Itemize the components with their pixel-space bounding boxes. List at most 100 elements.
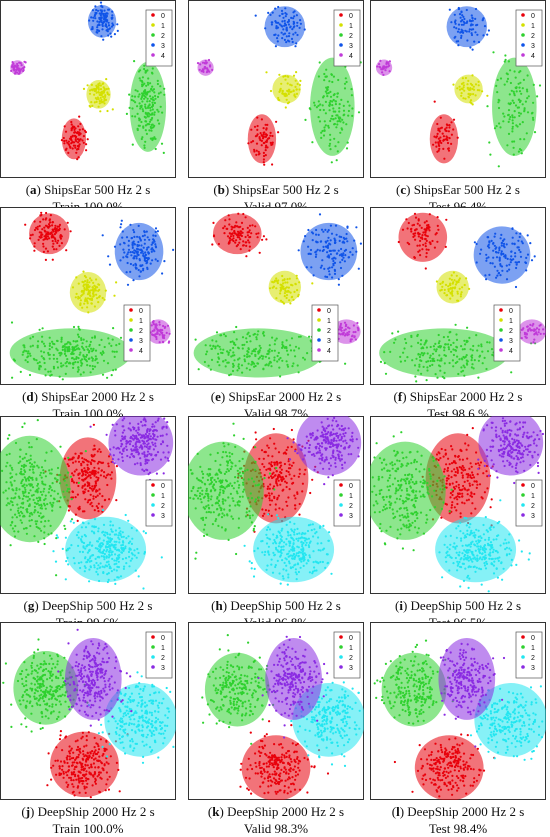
data-point <box>286 27 288 29</box>
data-point <box>265 451 267 453</box>
data-point <box>207 495 209 497</box>
data-point <box>42 218 44 220</box>
data-point <box>249 369 251 371</box>
data-point <box>277 6 279 8</box>
data-point <box>476 349 478 351</box>
data-point <box>427 360 429 362</box>
data-point <box>60 362 62 364</box>
data-point <box>140 121 142 123</box>
data-point <box>300 23 302 25</box>
data-point <box>426 248 428 250</box>
data-point <box>415 217 417 219</box>
data-point <box>100 35 102 37</box>
data-point <box>513 91 515 93</box>
data-point <box>294 355 296 357</box>
data-point <box>277 40 279 42</box>
data-point <box>436 280 438 282</box>
data-point <box>156 430 158 432</box>
data-point <box>275 277 277 279</box>
data-point <box>393 342 395 344</box>
data-point <box>94 485 96 487</box>
data-point <box>286 294 288 296</box>
data-point <box>300 561 302 563</box>
data-point <box>295 42 297 44</box>
data-point <box>274 462 276 464</box>
data-point <box>324 76 326 78</box>
data-point <box>67 488 69 490</box>
data-point <box>146 261 148 263</box>
data-point <box>135 570 137 572</box>
data-point <box>231 226 233 228</box>
data-point <box>43 227 45 229</box>
data-point <box>204 361 206 363</box>
data-point <box>65 249 67 251</box>
data-point <box>83 510 85 512</box>
data-point <box>62 491 64 493</box>
data-point <box>133 241 135 243</box>
data-point <box>58 474 60 476</box>
legend-marker-2 <box>521 33 525 37</box>
data-point <box>6 497 8 499</box>
data-point <box>88 569 90 571</box>
data-point <box>65 560 67 562</box>
data-point <box>25 453 27 455</box>
data-point <box>228 218 230 220</box>
data-point <box>39 329 41 331</box>
data-point <box>31 479 33 481</box>
data-point <box>334 250 336 252</box>
data-point <box>269 437 271 439</box>
data-point <box>319 109 321 111</box>
data-point <box>278 74 280 76</box>
data-point <box>298 532 300 534</box>
data-point <box>9 465 11 467</box>
data-point <box>453 279 455 281</box>
data-point <box>287 76 289 78</box>
data-point <box>98 344 100 346</box>
data-point <box>464 98 466 100</box>
data-point <box>146 133 148 135</box>
data-point <box>129 443 131 445</box>
data-point <box>123 417 125 419</box>
data-point <box>233 434 235 436</box>
data-point <box>269 468 271 470</box>
data-point <box>110 538 112 540</box>
data-point <box>74 361 76 363</box>
data-point <box>78 508 80 510</box>
data-point <box>355 338 357 340</box>
data-point <box>257 232 259 234</box>
data-point <box>450 344 452 346</box>
data-point <box>418 235 420 237</box>
data-point <box>49 358 51 360</box>
data-point <box>336 93 338 95</box>
data-point <box>197 490 199 492</box>
data-point <box>85 149 87 151</box>
data-point <box>21 480 23 482</box>
data-point <box>326 251 328 253</box>
data-point <box>474 359 476 361</box>
data-point <box>281 480 283 482</box>
data-point <box>213 484 215 486</box>
data-point <box>525 269 527 271</box>
data-point <box>142 110 144 112</box>
data-point <box>296 93 298 95</box>
data-point <box>90 566 92 568</box>
data-point <box>251 353 253 355</box>
data-point <box>158 418 160 420</box>
data-point <box>133 549 135 551</box>
data-point <box>121 552 123 554</box>
data-point <box>461 358 463 360</box>
data-point <box>419 244 421 246</box>
data-point <box>432 144 434 146</box>
data-point <box>20 449 22 451</box>
data-point <box>133 252 135 254</box>
data-point <box>473 41 475 43</box>
data-point <box>89 292 91 294</box>
data-point <box>118 549 120 551</box>
data-point <box>86 561 88 563</box>
data-point <box>317 536 319 538</box>
data-point <box>254 126 256 128</box>
data-point <box>141 448 143 450</box>
data-point <box>143 553 145 555</box>
data-point <box>130 448 132 450</box>
